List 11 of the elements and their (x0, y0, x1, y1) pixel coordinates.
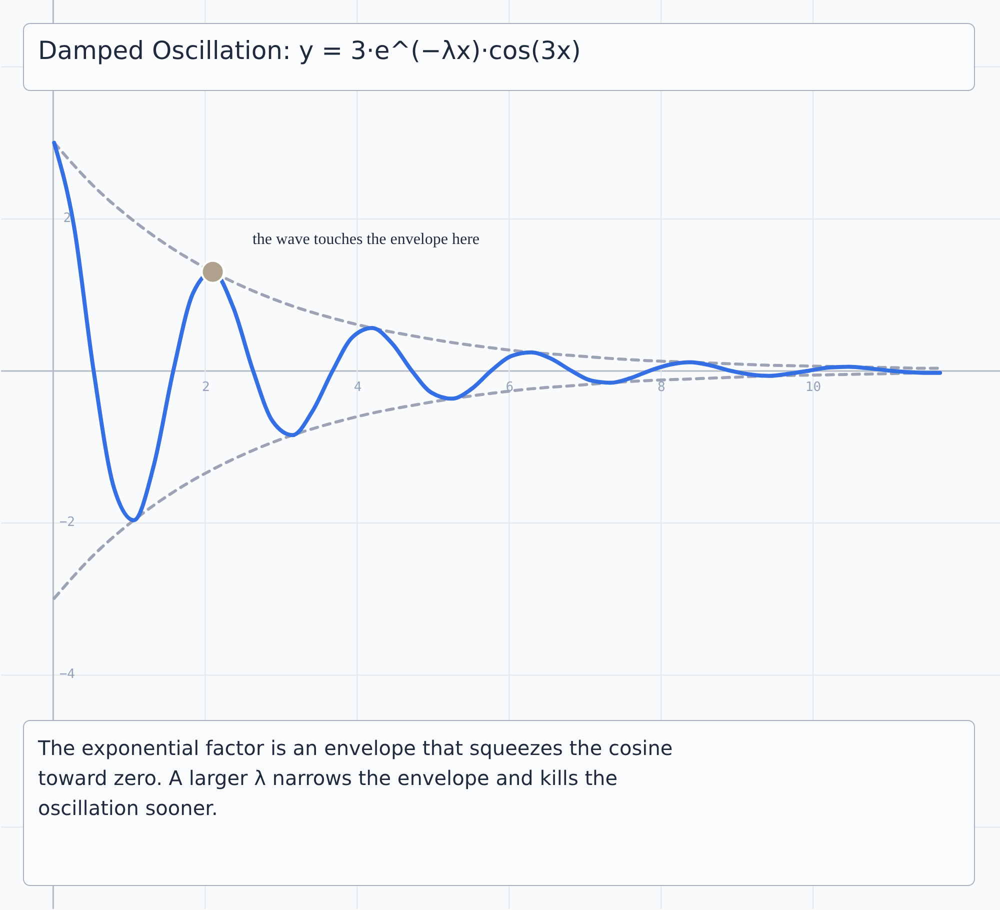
annotation: The exponential factor is an envelope that squeezes the cosine toward zero. A larger λ narrows the envelope and kills the oscillation sooner. (38, 735, 674, 822)
x-tick-label: 8 (658, 380, 666, 395)
annotation: the wave touches the envelope here (252, 231, 480, 248)
x-tick-label: 10 (805, 380, 822, 395)
title-card: Damped Oscillation: y = 3·e^(−λx)·cos(3x) (23, 23, 975, 91)
y-tick-label: −2 (59, 514, 76, 530)
y-tick-label: −4 (59, 666, 76, 682)
caption-card: The exponential factor is an envelope that squeezes the cosine toward zero. A larger λ narrows the envelope and kills the oscillation sooner. (23, 720, 975, 886)
x-tick-label: 2 (202, 380, 210, 395)
x-tick-label: 4 (354, 380, 362, 395)
y-tick-label: 2 (63, 211, 72, 226)
